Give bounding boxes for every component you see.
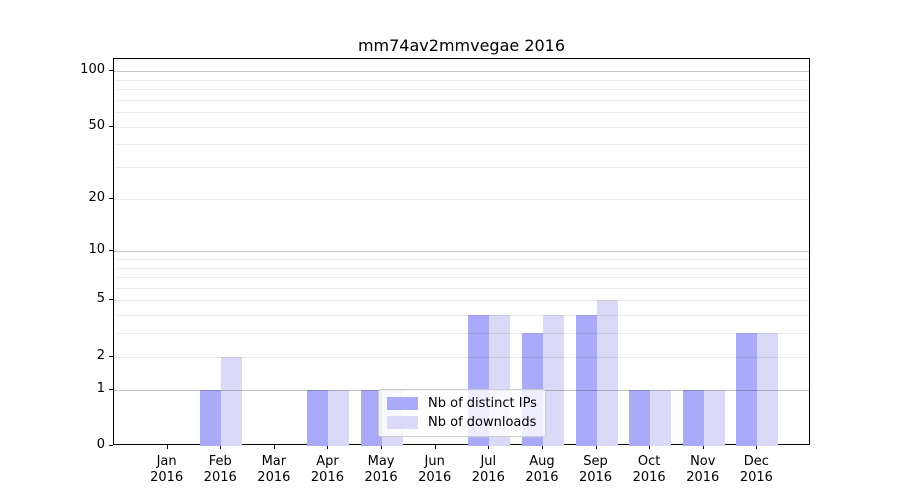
bar-distinct-ips-apr — [307, 389, 329, 446]
legend-entry-downloads: Nb of downloads — [387, 415, 537, 430]
bar-downloads-feb — [221, 356, 243, 446]
x-tick-mark-mar — [273, 445, 275, 449]
legend-label-downloads: Nb of downloads — [428, 415, 537, 430]
bar-distinct-ips-dec — [736, 333, 758, 446]
x-tick-mark-feb — [220, 445, 222, 449]
legend-swatch-downloads-icon — [387, 416, 418, 429]
y-tick-mark-2 — [109, 355, 113, 357]
x-tick-label-jun: Jun 2016 — [418, 454, 452, 485]
legend-label-distinct-ips: Nb of distinct IPs — [428, 396, 537, 411]
bar-distinct-ips-may — [361, 389, 383, 446]
x-tick-label-nov: Nov 2016 — [686, 454, 720, 485]
bars-layer — [114, 59, 809, 446]
x-tick-label-dec: Dec 2016 — [739, 454, 773, 485]
x-tick-mark-aug — [541, 445, 543, 449]
bar-downloads-apr — [328, 389, 350, 446]
bar-distinct-ips-oct — [629, 389, 651, 446]
x-tick-label-sep: Sep 2016 — [578, 454, 613, 485]
x-tick-mark-jun — [434, 445, 436, 449]
x-tick-label-mar: Mar 2016 — [257, 454, 291, 485]
plot-area: Nb of distinct IPs Nb of downloads — [113, 58, 810, 446]
bar-downloads-nov — [703, 389, 725, 446]
x-tick-label-apr: Apr 2016 — [310, 454, 344, 485]
legend: Nb of distinct IPs Nb of downloads — [378, 389, 546, 437]
y-tick-label-2: 2 — [96, 347, 105, 363]
x-tick-label-feb: Feb 2016 — [203, 454, 237, 485]
x-tick-label-jul: Jul 2016 — [471, 454, 505, 485]
y-tick-label-0: 0 — [96, 437, 105, 452]
y-tick-label-10: 10 — [88, 242, 105, 258]
x-tick-mark-dec — [756, 445, 758, 449]
bar-downloads-aug — [542, 315, 564, 446]
x-tick-mark-sep — [595, 445, 597, 449]
y-tick-mark-100 — [109, 70, 113, 72]
legend-entry-distinct-ips: Nb of distinct IPs — [387, 396, 537, 411]
x-tick-mark-may — [381, 445, 383, 449]
x-tick-label-oct: Oct 2016 — [632, 454, 666, 485]
bar-distinct-ips-feb — [200, 389, 222, 446]
x-tick-label-aug: Aug 2016 — [525, 454, 559, 485]
x-tick-label-jan: Jan 2016 — [150, 454, 184, 485]
x-tick-mark-oct — [649, 445, 651, 449]
x-tick-mark-nov — [702, 445, 704, 449]
y-tick-mark-20 — [109, 197, 113, 199]
bar-downloads-oct — [650, 389, 672, 446]
bar-downloads-sep — [596, 300, 618, 446]
y-tick-mark-10 — [109, 250, 113, 252]
bar-distinct-ips-sep — [575, 315, 597, 446]
y-tick-label-1: 1 — [96, 380, 105, 396]
y-tick-label-100: 100 — [80, 62, 105, 78]
chart-title: mm74av2mmvegae 2016 — [357, 36, 566, 55]
y-tick-label-50: 50 — [88, 117, 105, 133]
bar-distinct-ips-nov — [682, 389, 704, 446]
y-tick-mark-0 — [109, 445, 113, 446]
y-tick-mark-50 — [109, 125, 113, 127]
x-tick-mark-jan — [166, 445, 168, 449]
x-tick-mark-apr — [327, 445, 329, 449]
y-tick-mark-1 — [109, 388, 113, 390]
y-tick-mark-5 — [109, 299, 113, 301]
y-tick-label-20: 20 — [88, 189, 105, 205]
x-tick-mark-jul — [488, 445, 490, 449]
bar-downloads-dec — [757, 333, 779, 446]
legend-swatch-distinct-ips-icon — [387, 397, 418, 410]
y-tick-label-5: 5 — [96, 291, 105, 307]
x-tick-label-may: May 2016 — [364, 454, 398, 485]
